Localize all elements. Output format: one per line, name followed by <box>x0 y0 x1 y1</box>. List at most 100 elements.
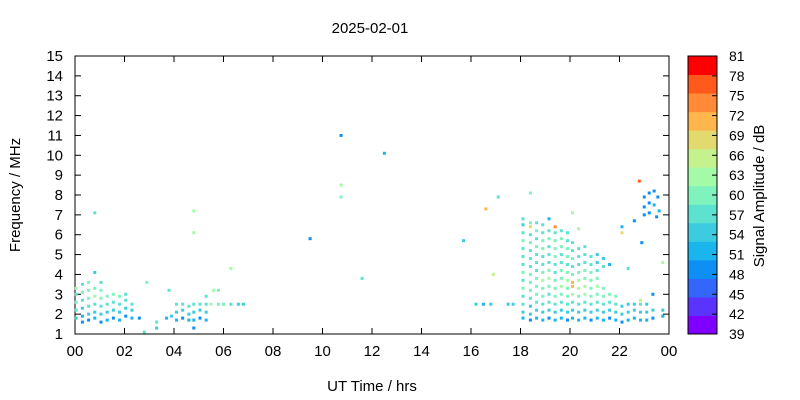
data-point <box>521 302 525 306</box>
data-point <box>577 255 581 259</box>
data-point <box>118 318 122 322</box>
data-point <box>170 314 174 318</box>
data-point <box>528 272 532 276</box>
data-point <box>583 276 587 280</box>
colorbar-tick-label: 54 <box>729 227 745 243</box>
data-point <box>130 302 134 306</box>
data-point <box>614 318 618 322</box>
x-tick-label: 04 <box>166 343 183 360</box>
data-point <box>474 302 478 306</box>
data-point <box>192 231 196 235</box>
data-point <box>118 310 122 314</box>
data-point <box>661 261 665 265</box>
data-point <box>601 286 605 290</box>
data-point <box>570 211 574 215</box>
data-point <box>535 253 539 257</box>
data-point <box>204 318 208 322</box>
data-point <box>124 306 128 310</box>
data-point <box>80 298 84 302</box>
data-point <box>547 261 551 265</box>
data-point <box>535 229 539 233</box>
data-point <box>187 318 191 322</box>
data-point <box>601 294 605 298</box>
data-point <box>583 284 587 288</box>
data-point <box>217 288 221 292</box>
data-point <box>528 225 532 229</box>
y-tick-label: 13 <box>46 88 63 105</box>
data-point <box>645 310 649 314</box>
data-point <box>656 195 660 199</box>
data-point <box>511 302 515 306</box>
data-point <box>541 318 545 322</box>
data-point <box>583 253 587 257</box>
data-point <box>639 298 643 302</box>
data-point <box>528 249 532 253</box>
data-point <box>547 268 551 272</box>
data-point <box>570 308 574 312</box>
data-point <box>99 280 103 284</box>
data-point <box>111 300 115 304</box>
data-point <box>645 302 649 306</box>
data-point <box>595 300 599 304</box>
data-point <box>541 270 545 274</box>
colorbar-tick-label: 57 <box>729 207 745 223</box>
x-tick-label: 00 <box>67 343 84 360</box>
data-point <box>559 268 563 272</box>
data-point <box>99 320 103 324</box>
data-point <box>528 312 532 316</box>
data-point <box>521 316 525 320</box>
data-point <box>589 278 593 282</box>
data-point <box>652 189 656 193</box>
data-point <box>198 316 202 320</box>
colorbar-tick-label: 81 <box>729 48 745 64</box>
data-point <box>521 270 525 274</box>
data-point <box>559 316 563 320</box>
data-point <box>229 266 233 270</box>
data-point <box>105 318 109 322</box>
data-point <box>577 263 581 266</box>
data-point <box>541 263 545 266</box>
data-point <box>124 298 128 302</box>
data-point <box>462 239 466 243</box>
colorbar-ticks: 81 78 75 72 69 66 63 60 57 54 51 48 45 42 39 <box>712 48 745 342</box>
data-point <box>570 292 574 296</box>
data-point <box>577 294 581 298</box>
data-point <box>559 276 563 280</box>
data-point <box>632 316 636 320</box>
data-point <box>87 312 91 316</box>
data-point <box>626 302 630 306</box>
data-point <box>541 310 545 314</box>
data-point <box>647 201 651 205</box>
data-point <box>566 263 570 266</box>
colorbar-tick-label: 51 <box>729 247 745 263</box>
data-point <box>198 308 202 312</box>
x-tick-label: 02 <box>116 343 133 360</box>
data-point <box>583 292 587 296</box>
data-point <box>181 308 185 312</box>
data-point <box>642 205 646 209</box>
data-point <box>111 316 115 320</box>
data-point <box>547 300 551 304</box>
data-point <box>204 302 208 306</box>
data-point <box>130 308 134 312</box>
data-point <box>535 221 539 225</box>
data-point <box>192 326 196 330</box>
colorbar-segment <box>688 241 717 261</box>
data-point <box>541 302 545 306</box>
x-axis-label: UT Time / hrs <box>327 378 417 395</box>
data-point <box>639 318 643 322</box>
data-point <box>642 213 646 217</box>
data-point <box>528 191 532 195</box>
data-point <box>645 318 649 322</box>
data-point <box>577 270 581 274</box>
data-point <box>553 239 557 243</box>
data-point <box>99 296 103 300</box>
colorbar-segment <box>688 315 717 335</box>
data-point <box>528 264 532 268</box>
data-point <box>521 217 525 221</box>
data-point <box>241 302 245 306</box>
data-point <box>521 278 525 282</box>
data-point <box>174 310 178 314</box>
data-point <box>137 316 141 320</box>
